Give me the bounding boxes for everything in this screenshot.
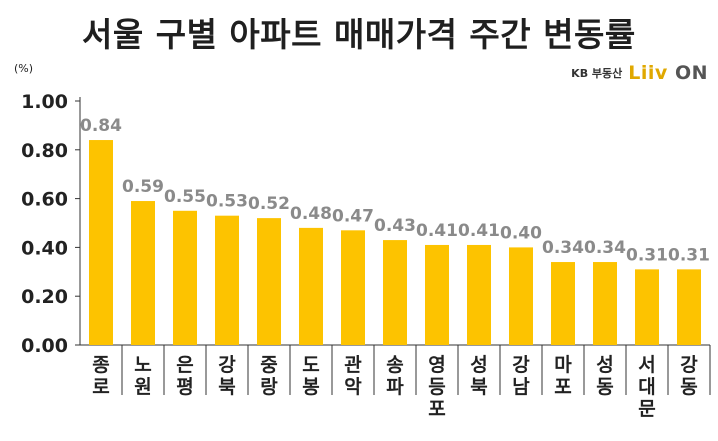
bar (341, 230, 365, 345)
bar (467, 244, 491, 345)
bars (89, 140, 701, 345)
bar (131, 201, 155, 345)
data-label: 0.31 (626, 245, 668, 265)
y-tick-label: 0.60 (21, 189, 68, 211)
data-label: 0.40 (500, 223, 542, 243)
bar (299, 227, 323, 345)
brand-kb-text: KB 부동산 (571, 67, 623, 80)
bar (551, 262, 575, 345)
data-label: 0.48 (290, 204, 332, 224)
data-label: 0.59 (122, 177, 164, 197)
data-label: 0.41 (416, 221, 458, 241)
bar (677, 269, 701, 345)
data-label: 0.47 (332, 206, 374, 226)
value-labels: 0.840.59 0.55 0.53 0.52 0.48 0.47 0.43 0.41 0.41… (80, 116, 710, 265)
liiv-on-logo: Liiv ON (628, 62, 708, 84)
y-tick-label: 1.00 (21, 91, 68, 113)
y-unit-label: (%) (14, 62, 34, 75)
bar (509, 247, 533, 345)
bar (173, 210, 197, 345)
data-label: 0.31 (668, 245, 710, 265)
data-label: 0.84 (80, 116, 122, 136)
data-label: 0.53 (206, 192, 248, 212)
brand-logo: KB 부동산 Liiv ON (571, 62, 708, 84)
liiv-logo-text: Liiv (628, 62, 668, 84)
bar (425, 244, 449, 345)
bar (257, 218, 281, 345)
bar (89, 140, 113, 345)
bar (215, 215, 239, 345)
y-tick-label: 0.40 (21, 237, 68, 259)
category-labels: 종 로 노 원 은 평 강 북 중 랑 도 봉 관 악 송 파 영 등 포 성 북 강 남 마 포 성 동 서 대 문 강 동 (92, 345, 711, 420)
bar (383, 240, 407, 345)
y-tick-label: 0.80 (21, 140, 68, 162)
data-label: 0.43 (374, 216, 416, 236)
data-label: 0.55 (164, 187, 206, 207)
data-label: 0.52 (248, 194, 290, 214)
bar (593, 262, 617, 345)
y-tick-label: 0.00 (21, 335, 68, 357)
data-label: 0.34 (542, 238, 584, 258)
bar (635, 269, 659, 345)
y-tick-label: 0.20 (21, 286, 68, 308)
on-logo-text: ON (674, 62, 708, 84)
data-label: 0.41 (458, 221, 500, 241)
chart-title: 서울 구별 아파트 매매가격 주간 변동률 (82, 15, 636, 54)
data-label: 0.34 (584, 238, 626, 258)
